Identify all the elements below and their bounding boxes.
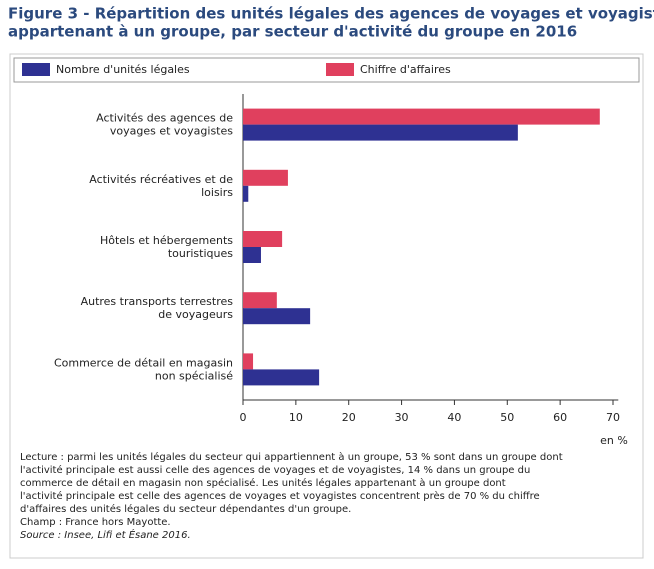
legend-swatch xyxy=(22,63,50,76)
x-axis-label: en % xyxy=(600,434,628,447)
frame xyxy=(9,53,644,559)
note: Champ : France hors Mayotte. xyxy=(20,517,171,528)
x-tick-label: 60 xyxy=(553,411,567,424)
legend-label: Nombre d'unités légales xyxy=(56,63,190,76)
y-tick-label: Hôtels et hébergements xyxy=(100,234,233,247)
bar xyxy=(243,247,261,263)
bar xyxy=(243,353,254,370)
x-tick-label: 20 xyxy=(342,411,356,424)
legend-swatch xyxy=(326,63,354,76)
x-tick-label: 30 xyxy=(395,411,409,424)
y-tick-label: non spécialisé xyxy=(155,369,233,382)
y-tick-label: Activités récréatives et de xyxy=(89,173,233,186)
note: Lecture : parmi les unités légales du se… xyxy=(20,451,563,463)
bar xyxy=(243,308,311,325)
x-tick-label: 40 xyxy=(447,411,461,424)
y-tick-label: de voyageurs xyxy=(158,308,233,321)
note: commerce de détail en magasin non spécia… xyxy=(20,477,506,489)
bar xyxy=(243,292,277,309)
bar xyxy=(243,231,283,247)
bar xyxy=(243,108,600,125)
legend-box xyxy=(13,57,640,83)
bar xyxy=(243,369,320,386)
y-tick-label: Commerce de détail en magasin xyxy=(54,356,233,369)
note: l'activité principale est celle des agen… xyxy=(20,490,540,502)
x-tick-label: 0 xyxy=(240,411,247,424)
x-tick-label: 50 xyxy=(500,411,514,424)
x-tick-label: 70 xyxy=(606,411,620,424)
y-tick-label: loisirs xyxy=(201,186,233,199)
note: d'affaires des unités légales du secteur… xyxy=(20,503,351,515)
y-tick-label: Activités des agences de xyxy=(96,112,233,125)
y-tick-label: Autres transports terrestres xyxy=(81,295,234,308)
chart-title: appartenant à un groupe, par secteur d'a… xyxy=(8,23,577,41)
x-tick-label: 10 xyxy=(289,411,303,424)
chart-title: Figure 3 - Répartition des unités légale… xyxy=(8,5,654,23)
bar xyxy=(243,169,288,186)
bar xyxy=(243,185,249,202)
bar xyxy=(243,124,518,141)
source: Source : Insee, Lifi et Ésane 2016. xyxy=(20,528,191,541)
note: l'activité principale est aussi celle de… xyxy=(20,464,530,476)
y-tick-label: touristiques xyxy=(168,247,233,260)
y-tick-label: voyages et voyagistes xyxy=(110,125,233,138)
legend-label: Chiffre d'affaires xyxy=(360,63,451,76)
